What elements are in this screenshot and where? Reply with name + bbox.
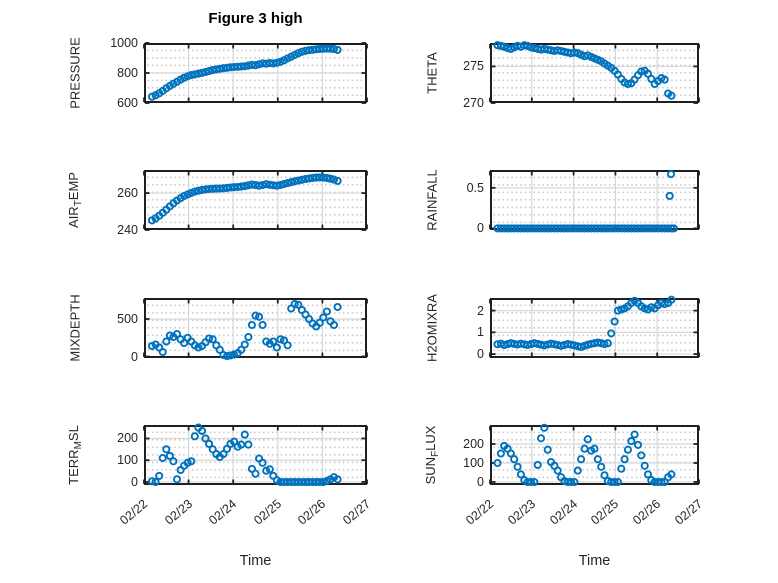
y-tick-label: 200 [463, 436, 484, 451]
grid-lines [144, 43, 367, 103]
tick-marks [489, 299, 700, 357]
y-tick-label: 0 [131, 349, 138, 364]
subplot-terr-msl: TERRMSL 0 100 200 02/22 02/23 02/24 02/25 02/26 0… [66, 423, 373, 569]
y-tick-label: 240 [117, 223, 138, 237]
x-axis-label: Time [578, 553, 611, 569]
subplot-air-temp: AIRTEMP 240 260 [66, 170, 368, 237]
tick-marks [489, 171, 700, 230]
y-tick-label: 0 [131, 474, 138, 489]
y-tick-label: 100 [117, 453, 138, 468]
plot-area [489, 170, 700, 233]
y-tick-label: 2 [477, 303, 484, 318]
grid-lines [490, 170, 699, 230]
data-points [493, 170, 678, 233]
subplot-h2omixra: H2OMIXRA 0 1 2 [425, 294, 700, 362]
x-tick-label: 02/27 [340, 496, 374, 528]
x-tick-label: 02/23 [161, 496, 195, 528]
subplot-pressure: PRESSURE 600 800 1000 [68, 36, 368, 110]
y-tick-label: 200 [117, 431, 138, 446]
subplot-mixdepth: MIXDEPTH 0 500 [68, 294, 368, 364]
data-points [493, 295, 676, 351]
x-axis-label: Time [239, 553, 272, 569]
plot-area [143, 42, 368, 104]
data-points [493, 41, 676, 100]
x-tick-label: 02/26 [295, 496, 329, 528]
x-tick-label: 02/25 [251, 496, 284, 528]
y-tick-label: 1 [477, 325, 484, 340]
data-points [147, 423, 342, 487]
y-tick-label: 100 [463, 455, 484, 470]
y-tick-label: 500 [117, 312, 138, 326]
tick-marks [143, 171, 368, 231]
y-tick-label: 0 [477, 347, 484, 362]
y-tick-label: 800 [117, 66, 138, 80]
y-tick-label: 270 [463, 96, 484, 110]
axes-box [144, 425, 367, 485]
y-tick-label: 260 [117, 186, 138, 201]
grid-lines [490, 43, 699, 103]
plot-area [489, 41, 700, 104]
grid-lines [490, 425, 699, 485]
axes-box [490, 425, 699, 485]
plot-area [489, 295, 700, 358]
y-tick-label: 1000 [110, 36, 138, 50]
subplot-theta: THETA 270 275 [425, 41, 700, 110]
figure-title: Figure 3 high [208, 10, 303, 27]
y-tick-label: 0.5 [466, 180, 484, 195]
tick-marks [143, 299, 368, 358]
x-tick-label: 02/22 [117, 496, 151, 528]
axes-box [490, 43, 699, 103]
axes-box [144, 298, 367, 358]
plot-area [143, 298, 368, 361]
axes-box [490, 170, 699, 230]
data-points [147, 44, 342, 101]
y-tick-label: 600 [117, 96, 138, 110]
plot-area [143, 170, 368, 231]
tick-marks [489, 44, 700, 104]
plot-area [143, 423, 368, 487]
x-tick-label: 02/24 [206, 496, 240, 528]
data-points [493, 423, 676, 487]
plot-area [489, 423, 700, 487]
axes-box [144, 170, 367, 230]
tick-marks [143, 426, 368, 484]
subplot-rainfall: RAINFALL 0 0.5 [425, 169, 700, 235]
y-tick-label: 0 [477, 221, 484, 236]
data-points [147, 173, 342, 225]
subplot-sun-flux: SUNFLUX 0 100 200 02/22 02/23 02/24 02/25 02/26 0… [423, 423, 705, 569]
y-tick-label: 275 [463, 59, 484, 74]
axes-box [490, 298, 699, 358]
tick-marks [143, 42, 368, 104]
data-points [147, 299, 342, 361]
y-tick-label: 0 [477, 474, 484, 489]
